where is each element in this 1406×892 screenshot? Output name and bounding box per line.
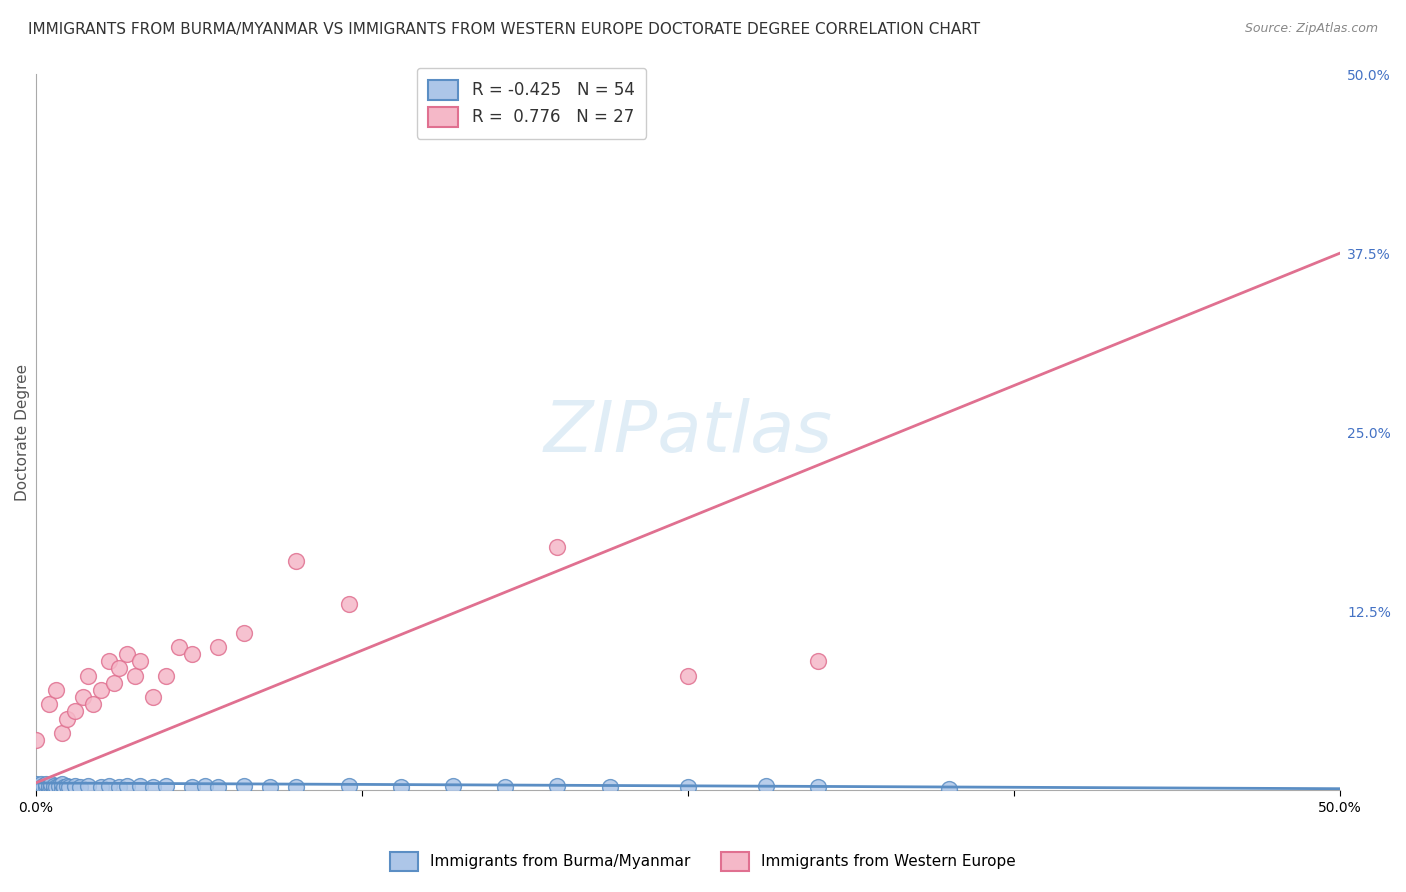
Point	[807, 654, 830, 668]
Point	[39, 780, 62, 795]
Point	[24, 780, 46, 795]
Point	[259, 780, 281, 795]
Point	[35, 780, 58, 795]
Point	[676, 668, 699, 682]
Point	[194, 779, 217, 793]
Point	[494, 780, 516, 795]
Point	[676, 780, 699, 795]
Point	[56, 779, 79, 793]
Point	[30, 777, 52, 791]
Point	[599, 780, 621, 795]
Point	[207, 640, 229, 654]
Point	[546, 540, 568, 554]
Point	[142, 780, 165, 795]
Point	[38, 781, 60, 796]
Point	[82, 697, 104, 711]
Point	[90, 682, 112, 697]
Point	[63, 779, 86, 793]
Point	[72, 690, 94, 704]
Point	[42, 781, 65, 796]
Point	[129, 654, 152, 668]
Point	[108, 661, 131, 675]
Point	[38, 697, 60, 711]
Point	[51, 777, 73, 791]
Point	[441, 779, 464, 793]
Point	[108, 780, 131, 795]
Point	[115, 779, 138, 793]
Point	[285, 554, 308, 568]
Point	[24, 777, 46, 791]
Point	[97, 654, 120, 668]
Point	[32, 781, 55, 796]
Text: Source: ZipAtlas.com: Source: ZipAtlas.com	[1244, 22, 1378, 36]
Point	[24, 781, 46, 796]
Point	[24, 783, 46, 797]
Point	[337, 779, 360, 793]
Y-axis label: Doctorate Degree: Doctorate Degree	[15, 364, 30, 500]
Point	[76, 779, 98, 793]
Point	[233, 779, 256, 793]
Point	[51, 726, 73, 740]
Point	[546, 779, 568, 793]
Point	[337, 597, 360, 611]
Point	[90, 780, 112, 795]
Point	[155, 779, 177, 793]
Point	[76, 668, 98, 682]
Point	[69, 780, 91, 795]
Point	[24, 733, 46, 747]
Point	[233, 625, 256, 640]
Point	[181, 780, 204, 795]
Legend: Immigrants from Burma/Myanmar, Immigrants from Western Europe: Immigrants from Burma/Myanmar, Immigrant…	[381, 843, 1025, 880]
Point	[63, 704, 86, 718]
Point	[30, 780, 52, 795]
Point	[389, 780, 412, 795]
Point	[42, 779, 65, 793]
Point	[35, 777, 58, 791]
Point	[285, 780, 308, 795]
Point	[27, 781, 49, 796]
Point	[103, 675, 125, 690]
Point	[181, 647, 204, 661]
Legend: R = -0.425   N = 54, R =  0.776   N = 27: R = -0.425 N = 54, R = 0.776 N = 27	[416, 68, 647, 138]
Point	[27, 779, 49, 793]
Point	[167, 640, 190, 654]
Text: IMMIGRANTS FROM BURMA/MYANMAR VS IMMIGRANTS FROM WESTERN EUROPE DOCTORATE DEGREE: IMMIGRANTS FROM BURMA/MYANMAR VS IMMIGRA…	[28, 22, 980, 37]
Point	[155, 668, 177, 682]
Point	[938, 781, 960, 796]
Point	[48, 779, 70, 793]
Point	[207, 780, 229, 795]
Point	[45, 682, 67, 697]
Point	[115, 647, 138, 661]
Point	[27, 783, 49, 797]
Point	[39, 777, 62, 791]
Point	[53, 780, 76, 795]
Point	[807, 780, 830, 795]
Point	[45, 780, 67, 795]
Point	[56, 712, 79, 726]
Text: ZIPatlas: ZIPatlas	[543, 398, 832, 467]
Point	[97, 779, 120, 793]
Point	[755, 779, 778, 793]
Point	[58, 780, 80, 795]
Point	[129, 779, 152, 793]
Point	[51, 781, 73, 796]
Point	[142, 690, 165, 704]
Point	[32, 779, 55, 793]
Point	[30, 781, 52, 796]
Point	[124, 668, 146, 682]
Point	[24, 779, 46, 793]
Point	[38, 779, 60, 793]
